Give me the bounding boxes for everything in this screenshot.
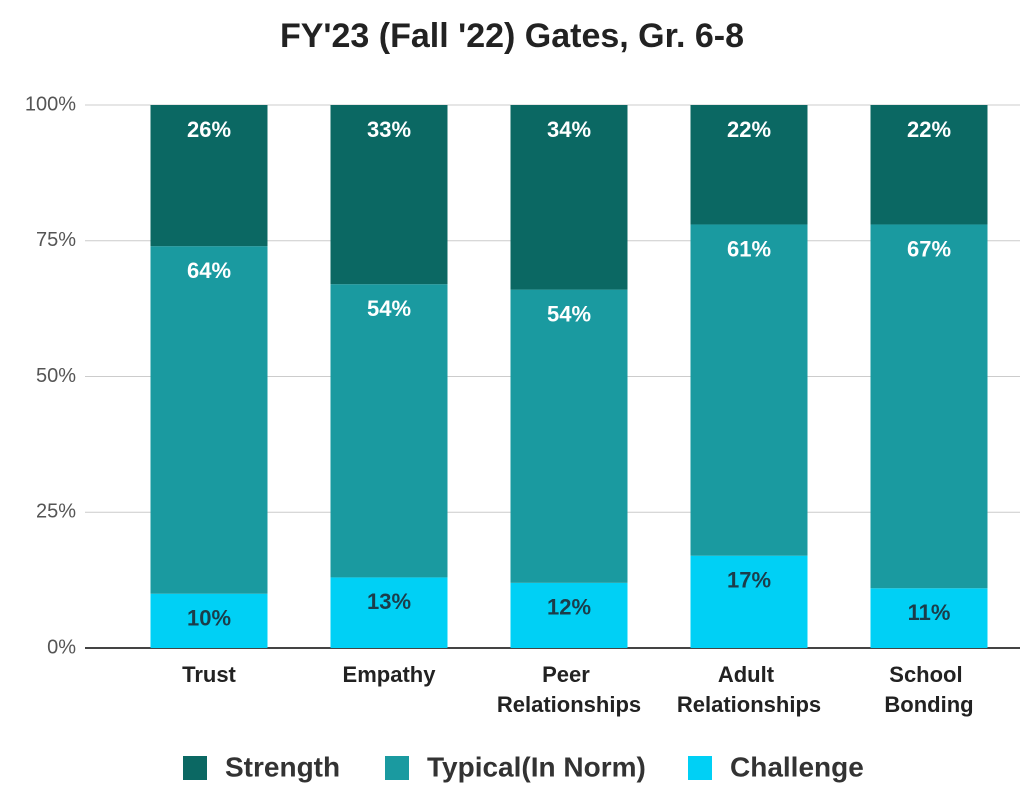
x-tick-label: Adult Relationships [677,662,821,717]
y-tick-label: 100% [25,93,76,115]
data-label: 54% [367,296,411,321]
data-label: 10% [187,606,231,631]
bar-segment [330,105,448,285]
bar-segment [150,105,268,247]
data-label: 12% [547,595,591,620]
legend-swatch [183,756,207,780]
bar-segment [150,593,268,648]
legend-label: Strength [225,751,340,782]
data-label: 17% [727,568,771,593]
bar-segment [690,105,808,225]
legend-label: Typical(In Norm) [427,751,646,782]
bar-segment [330,284,448,578]
y-tick-label: 75% [36,229,76,251]
x-tick-label: Empathy [343,662,437,687]
bar-segment [510,582,628,648]
bar-segment [510,105,628,290]
x-tick-label: Peer Relationships [497,662,641,717]
legend-label: Challenge [730,751,864,782]
bar-segment [870,224,988,589]
data-label: 61% [727,236,771,261]
data-label: 22% [727,117,771,142]
bar-segment [150,246,268,594]
legend-swatch [688,756,712,780]
bar-segment [510,289,628,583]
data-label: 13% [367,589,411,614]
y-tick-label: 0% [47,636,76,658]
data-label: 64% [187,258,231,283]
data-label: 11% [908,600,951,625]
data-label: 67% [907,236,951,261]
y-tick-label: 50% [36,365,76,387]
bar-segment [330,577,448,648]
bar-segment [870,105,988,225]
data-label: 34% [547,117,591,142]
bar-segment [870,588,988,648]
y-tick-label: 25% [36,501,76,523]
data-label: 22% [907,117,951,142]
x-tick-label: School Bonding [884,662,973,717]
data-label: 54% [547,301,591,326]
x-tick-label: Trust [182,662,236,687]
legend-swatch [385,756,409,780]
chart-title: FY'23 (Fall '22) Gates, Gr. 6-8 [280,17,744,55]
data-label: 26% [187,117,231,142]
bar-segment [690,555,808,648]
data-label: 33% [367,117,411,142]
bar-segment [690,224,808,556]
